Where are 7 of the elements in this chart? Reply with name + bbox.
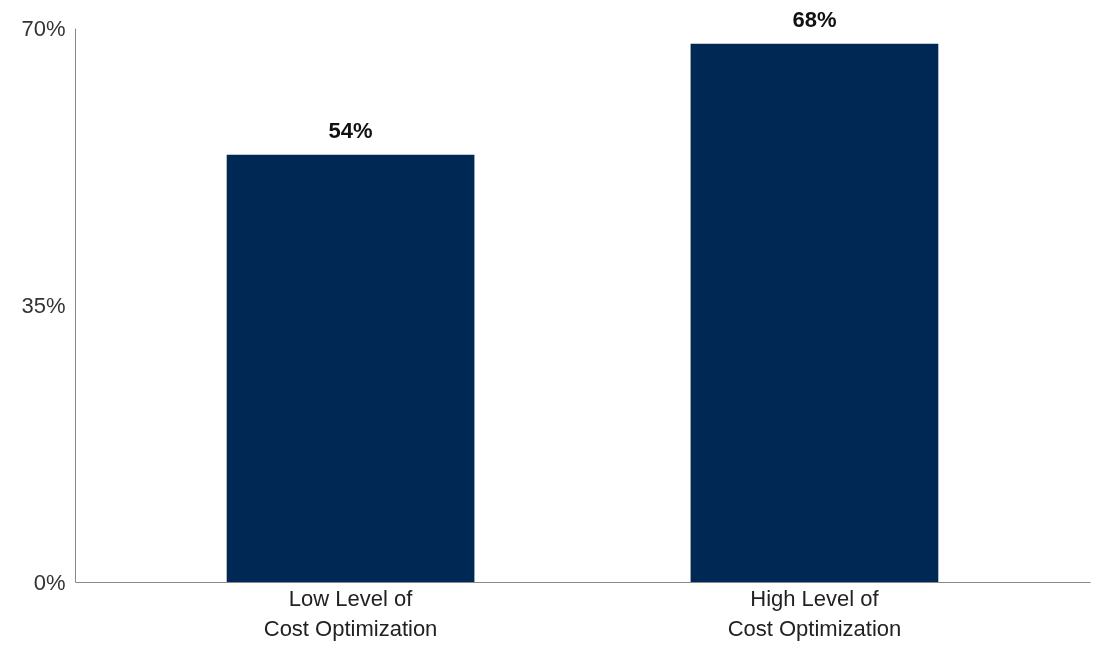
y-tick-label: 35% (21, 292, 66, 318)
y-tick-label: 0% (33, 569, 66, 595)
data-label: 68% (792, 6, 837, 32)
data-label: 54% (328, 117, 373, 143)
x-tick-label: High Level of Cost Optimization (727, 585, 902, 641)
y-tick-label: 70% (21, 15, 66, 41)
x-tick-label: Low Level of Cost Optimization (263, 585, 438, 641)
